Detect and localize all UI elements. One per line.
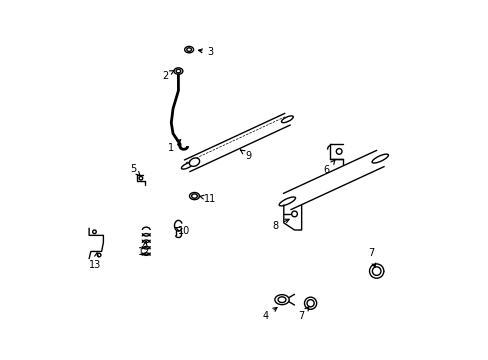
- Circle shape: [93, 230, 96, 234]
- Ellipse shape: [372, 267, 380, 275]
- Text: 11: 11: [199, 194, 216, 203]
- Text: 7: 7: [298, 306, 308, 321]
- Text: 7: 7: [367, 248, 375, 267]
- Text: 9: 9: [240, 150, 251, 161]
- Text: 3: 3: [198, 47, 213, 57]
- Ellipse shape: [189, 193, 199, 200]
- Ellipse shape: [279, 197, 295, 206]
- Text: 4: 4: [263, 307, 276, 321]
- Text: 12: 12: [137, 242, 150, 257]
- Ellipse shape: [181, 162, 193, 169]
- Ellipse shape: [278, 297, 285, 302]
- Circle shape: [97, 253, 101, 257]
- Ellipse shape: [174, 68, 183, 74]
- Ellipse shape: [186, 48, 191, 51]
- Ellipse shape: [176, 69, 181, 73]
- Text: 8: 8: [272, 219, 288, 231]
- Text: 1: 1: [168, 140, 181, 153]
- Ellipse shape: [191, 194, 197, 198]
- Circle shape: [336, 149, 341, 154]
- Text: 2: 2: [162, 71, 174, 81]
- Text: 5: 5: [130, 164, 140, 176]
- Ellipse shape: [304, 297, 316, 309]
- Text: 10: 10: [175, 226, 189, 236]
- Ellipse shape: [184, 46, 193, 53]
- Ellipse shape: [369, 264, 383, 278]
- Ellipse shape: [189, 158, 199, 166]
- Circle shape: [139, 176, 142, 180]
- Ellipse shape: [306, 300, 313, 307]
- Ellipse shape: [281, 116, 293, 123]
- Ellipse shape: [274, 295, 288, 305]
- Ellipse shape: [371, 154, 387, 163]
- Text: 6: 6: [323, 160, 334, 175]
- Text: 13: 13: [89, 253, 101, 270]
- Circle shape: [291, 211, 297, 217]
